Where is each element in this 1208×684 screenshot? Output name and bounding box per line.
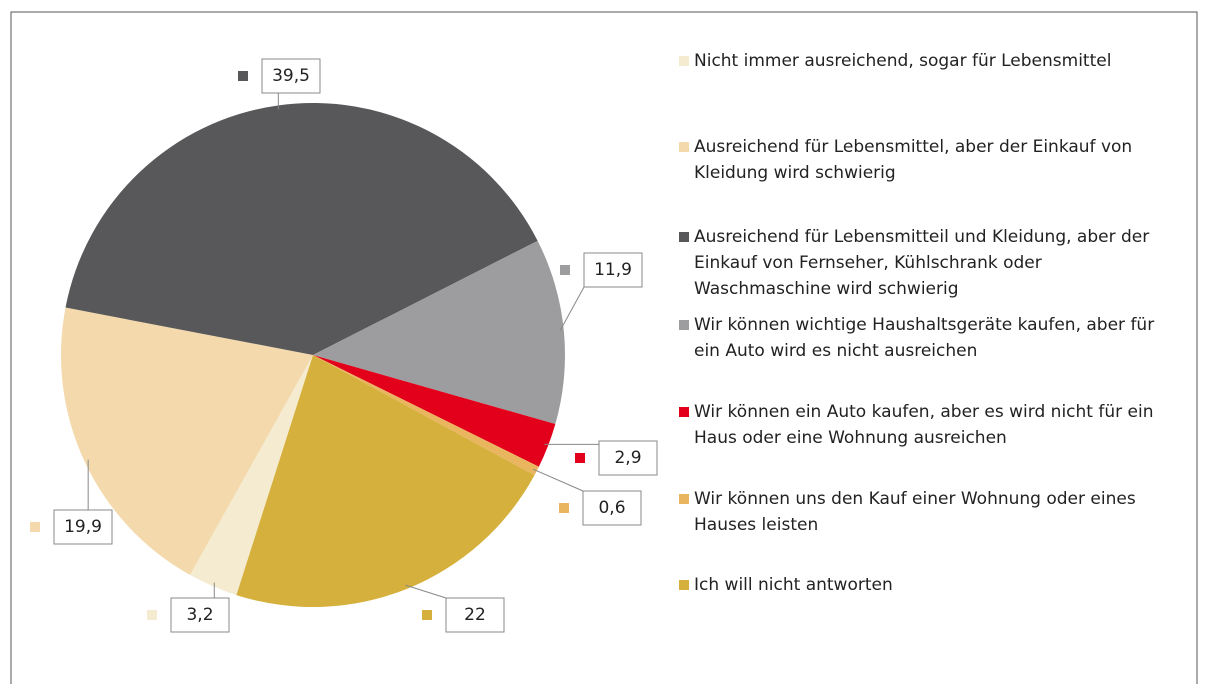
label-swatch [575,453,585,463]
frame [10,11,1198,684]
leader-line [559,286,585,332]
label-swatch [559,503,569,513]
label-box [445,597,505,633]
legend-label: Wir können ein Auto kaufen, aber es wird… [694,402,1154,448]
pie-slice [60,307,313,575]
legend-label: Ausreichend für Lebensmitteil und Kleidu… [694,227,1150,299]
data-label: 22 [464,605,486,625]
legend-swatch [679,232,689,242]
legend-item: Nicht immer ausreichend, sogar für Leben… [679,48,1179,74]
label-swatch [238,71,248,81]
label-swatch [147,610,157,620]
label-box [53,509,113,545]
legend-item: Wir können uns den Kauf einer Wohnung od… [679,486,1179,538]
legend-label: Nicht immer ausreichend, sogar für Leben… [694,51,1112,71]
data-label: 19,9 [64,517,102,537]
legend-swatch [679,580,689,590]
label-box [261,58,321,94]
legend-swatch [679,142,689,152]
legend-label: Wir können wichtige Haushaltsgeräte kauf… [694,315,1155,361]
pie-slice [313,355,556,467]
label-box [583,252,643,288]
legend-item: Ausreichend für Lebensmitteil und Kleidu… [679,224,1179,302]
pie-slice [189,355,313,596]
legend-swatch [679,320,689,330]
legend-swatch [679,494,689,504]
pie-slice [313,240,566,425]
leader-line [405,584,447,599]
data-label: 3,2 [186,605,213,625]
legend-item: Ich will nicht antworten [679,572,1179,598]
pie-slice [236,355,535,607]
legend-item: Wir können ein Auto kaufen, aber es wird… [679,399,1179,451]
legend-item: Wir können wichtige Haushaltsgeräte kauf… [679,312,1179,364]
data-label: 2,9 [614,448,641,468]
leader-line [532,468,584,492]
pie-slice [65,102,538,355]
legend-label: Wir können uns den Kauf einer Wohnung od… [694,489,1136,535]
data-label: 0,6 [598,498,625,518]
legend-item: Ausreichend für Lebensmittel, aber der E… [679,134,1179,186]
label-swatch [560,265,570,275]
label-box [598,440,658,476]
legend-swatch [679,56,689,66]
legend-label: Ich will nicht antworten [694,575,893,595]
label-box [170,597,230,633]
label-swatch [422,610,432,620]
legend-swatch [679,407,689,417]
pie-slice [313,355,539,476]
label-swatch [30,522,40,532]
data-label: 11,9 [594,260,632,280]
label-box [582,490,642,526]
legend-label: Ausreichend für Lebensmittel, aber der E… [694,137,1133,183]
data-label: 39,5 [272,66,310,86]
